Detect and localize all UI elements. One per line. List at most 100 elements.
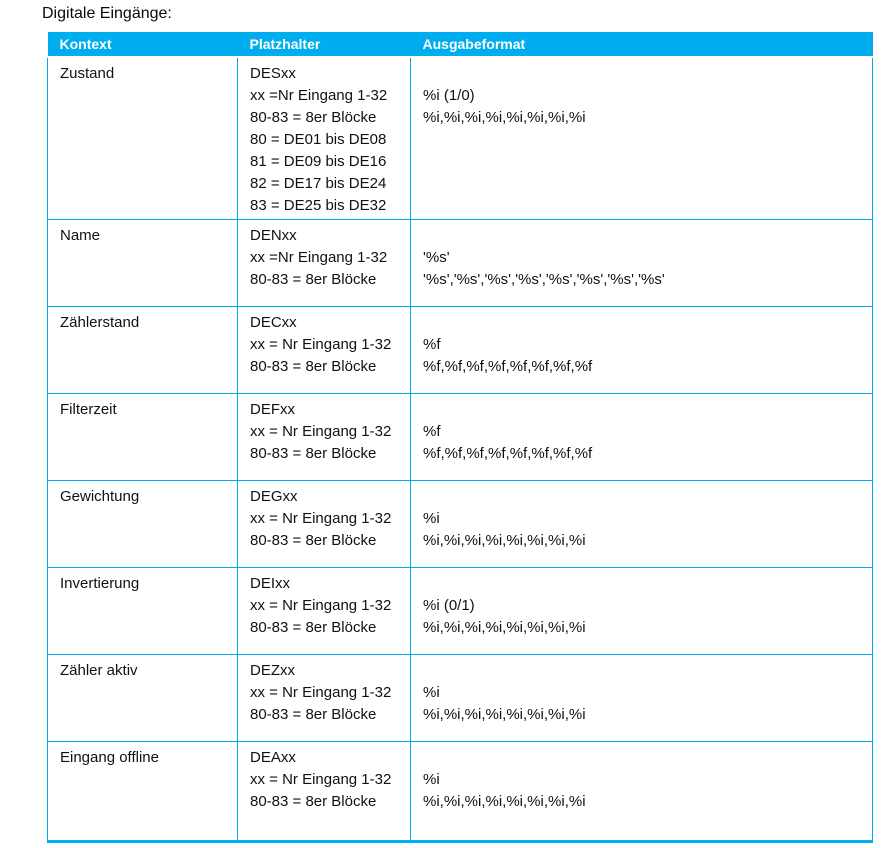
table-header-row: Kontext Platzhalter Ausgabeformat: [47, 32, 873, 58]
platzhalter-cell: DESxx xx =Nr Eingang 1-32 80-83 = 8er Blöc…: [237, 56, 411, 220]
cell-line: Zustand: [60, 65, 115, 82]
cell-line: [423, 312, 866, 334]
ausgabeformat-cell: %i %i,%i,%i,%i,%i,%i,%i,%i: [410, 654, 873, 742]
cell-line: DESxx: [250, 65, 296, 82]
cell-line: %i: [423, 771, 440, 788]
cell-line: 80-83 = 8er Blöcke: [250, 109, 377, 126]
cell-line: 81 = DE09 bis DE16: [250, 153, 387, 170]
kontext-cell: Zustand: [47, 56, 238, 220]
platzhalter-cell: DECxx xx = Nr Eingang 1-32 80-83 = 8er Blö…: [237, 306, 411, 394]
ausgabeformat-cell: '%s' '%s','%s','%s','%s','%s','%s','%s','…: [410, 219, 873, 307]
cell-line: Eingang offline: [60, 749, 159, 766]
cell-line: Gewichtung: [60, 488, 140, 505]
ausgabeformat-cell: %i %i,%i,%i,%i,%i,%i,%i,%i: [410, 480, 873, 568]
cell-line: DECxx: [250, 314, 297, 331]
cell-line: xx = Nr Eingang 1-32: [250, 510, 392, 527]
cell-line: 80 = DE01 bis DE08: [250, 131, 387, 148]
cell-line: %i: [423, 684, 440, 701]
kontext-cell: Eingang offline: [47, 741, 238, 842]
cell-line: 80-83 = 8er Blöcke: [250, 532, 377, 549]
cell-line: xx = Nr Eingang 1-32: [250, 597, 392, 614]
cell-line: %i (0/1): [423, 597, 475, 614]
cell-line: Zähler aktiv: [60, 662, 138, 679]
ausgabeformat-cell: %i (0/1) %i,%i,%i,%i,%i,%i,%i,%i: [410, 567, 873, 655]
cell-line: %i: [423, 510, 440, 527]
kontext-cell: Name: [47, 219, 238, 307]
column-header-ausgabeformat: Ausgabeformat: [410, 32, 873, 58]
table-row: Invertierung DEIxx xx = Nr Eingang 1-32 80-…: [47, 567, 873, 655]
cell-line: [423, 63, 866, 85]
cell-line: 80-83 = 8er Blöcke: [250, 793, 377, 810]
table-row: Eingang offline DEAxx xx = Nr Eingang 1-32…: [47, 741, 873, 842]
kontext-cell: Gewichtung: [47, 480, 238, 568]
cell-line: xx =Nr Eingang 1-32: [250, 249, 388, 266]
digital-inputs-table: Kontext Platzhalter Ausgabeformat Zustan…: [47, 32, 873, 843]
cell-line: 80-83 = 8er Blöcke: [250, 271, 377, 288]
kontext-cell: Zählerstand: [47, 306, 238, 394]
page-title: Digitale Eingänge:: [42, 5, 172, 22]
cell-line: 83 = DE25 bis DE32: [250, 197, 387, 214]
cell-line: DEGxx: [250, 488, 298, 505]
kontext-cell: Zähler aktiv: [47, 654, 238, 742]
column-header-platzhalter: Platzhalter: [237, 32, 411, 58]
cell-line: %f,%f,%f,%f,%f,%f,%f,%f: [423, 358, 593, 375]
cell-line: [423, 225, 866, 247]
cell-line: DEFxx: [250, 401, 295, 418]
ausgabeformat-cell: %i (1/0) %i,%i,%i,%i,%i,%i,%i,%i: [410, 56, 873, 220]
platzhalter-cell: DEAxx xx = Nr Eingang 1-32 80-83 = 8er Blö…: [237, 741, 411, 842]
cell-line: %f: [423, 336, 441, 353]
cell-line: [423, 573, 866, 595]
kontext-cell: Invertierung: [47, 567, 238, 655]
table-row: Zähler aktiv DEZxx xx = Nr Eingang 1-32 80-…: [47, 654, 873, 742]
platzhalter-cell: DEZxx xx = Nr Eingang 1-32 80-83 = 8er Blö…: [237, 654, 411, 742]
cell-line: [423, 399, 866, 421]
cell-line: xx = Nr Eingang 1-32: [250, 423, 392, 440]
cell-line: xx =Nr Eingang 1-32: [250, 87, 388, 104]
cell-line: %i,%i,%i,%i,%i,%i,%i,%i: [423, 619, 586, 636]
cell-line: %i,%i,%i,%i,%i,%i,%i,%i: [423, 532, 586, 549]
kontext-cell: Filterzeit: [47, 393, 238, 481]
cell-line: xx = Nr Eingang 1-32: [250, 336, 392, 353]
ausgabeformat-cell: %i %i,%i,%i,%i,%i,%i,%i,%i: [410, 741, 873, 842]
platzhalter-cell: DEIxx xx = Nr Eingang 1-32 80-83 = 8er Blö…: [237, 567, 411, 655]
table-row: Zählerstand DECxx xx = Nr Eingang 1-32 80-8…: [47, 306, 873, 394]
cell-line: %i,%i,%i,%i,%i,%i,%i,%i: [423, 706, 586, 723]
table-row: Filterzeit DEFxx xx = Nr Eingang 1-32 80-83…: [47, 393, 873, 481]
ausgabeformat-cell: %f %f,%f,%f,%f,%f,%f,%f,%f: [410, 393, 873, 481]
cell-line: 80-83 = 8er Blöcke: [250, 358, 377, 375]
cell-line: Name: [60, 227, 101, 244]
cell-line: Filterzeit: [60, 401, 117, 418]
cell-line: %f,%f,%f,%f,%f,%f,%f,%f: [423, 445, 593, 462]
cell-line: %i,%i,%i,%i,%i,%i,%i,%i: [423, 109, 586, 126]
table-row: Zustand DESxx xx =Nr Eingang 1-32 80-83 = 8…: [47, 56, 873, 220]
cell-line: %i,%i,%i,%i,%i,%i,%i,%i: [423, 793, 586, 810]
cell-line: Zählerstand: [60, 314, 140, 331]
cell-line: '%s','%s','%s','%s','%s','%s','%s','%s': [423, 271, 665, 288]
column-header-kontext: Kontext: [47, 32, 238, 58]
cell-line: 82 = DE17 bis DE24: [250, 175, 387, 192]
cell-line: %i (1/0): [423, 87, 475, 104]
cell-line: xx = Nr Eingang 1-32: [250, 684, 392, 701]
cell-line: DEIxx: [250, 575, 291, 592]
cell-line: DEZxx: [250, 662, 295, 679]
cell-line: xx = Nr Eingang 1-32: [250, 771, 392, 788]
cell-line: '%s': [423, 249, 450, 266]
platzhalter-cell: DEGxx xx = Nr Eingang 1-32 80-83 = 8er Blö…: [237, 480, 411, 568]
table-row: Gewichtung DEGxx xx = Nr Eingang 1-32 80-83…: [47, 480, 873, 568]
ausgabeformat-cell: %f %f,%f,%f,%f,%f,%f,%f,%f: [410, 306, 873, 394]
platzhalter-cell: DENxx xx =Nr Eingang 1-32 80-83 = 8er Blöc…: [237, 219, 411, 307]
table-row: Name DENxx xx =Nr Eingang 1-32 80-83 = 8er …: [47, 219, 873, 307]
cell-line: 80-83 = 8er Blöcke: [250, 706, 377, 723]
cell-line: DEAxx: [250, 749, 296, 766]
cell-line: [423, 747, 866, 769]
cell-line: Invertierung: [60, 575, 140, 592]
cell-line: 80-83 = 8er Blöcke: [250, 445, 377, 462]
cell-line: DENxx: [250, 227, 297, 244]
table-body: Zustand DESxx xx =Nr Eingang 1-32 80-83 = 8…: [47, 56, 873, 842]
cell-line: %f: [423, 423, 441, 440]
cell-line: [423, 660, 866, 682]
cell-line: [423, 486, 866, 508]
platzhalter-cell: DEFxx xx = Nr Eingang 1-32 80-83 = 8er Blö…: [237, 393, 411, 481]
cell-line: 80-83 = 8er Blöcke: [250, 619, 377, 636]
